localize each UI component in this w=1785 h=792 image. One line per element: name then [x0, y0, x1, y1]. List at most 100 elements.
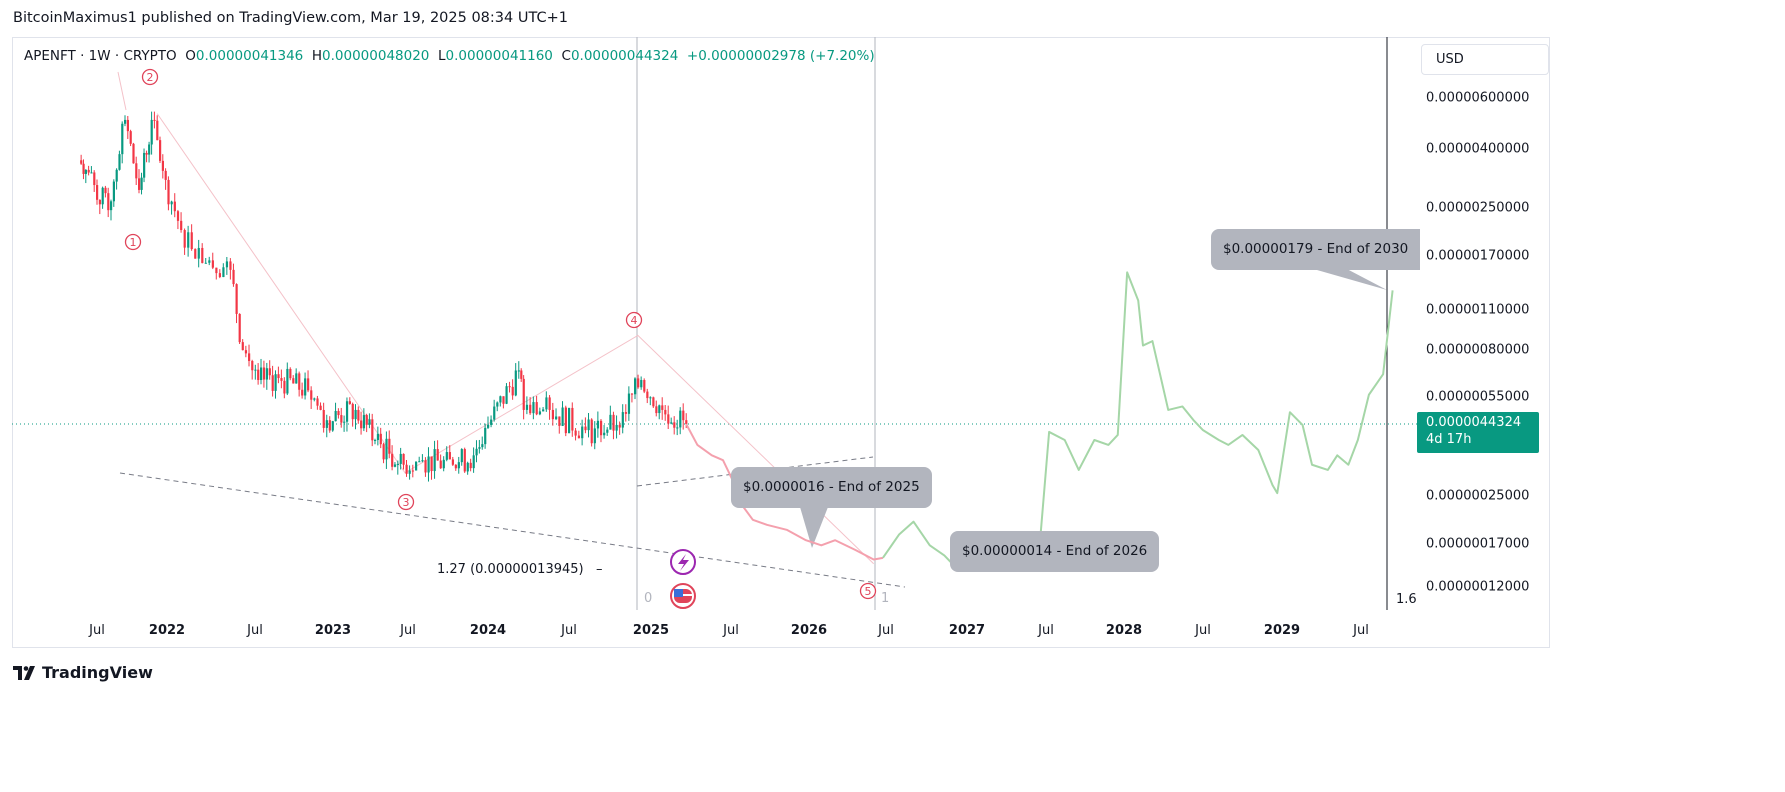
candle-body	[190, 232, 193, 250]
candle-body	[348, 401, 351, 404]
callout-2025[interactable]: $0.0000016 - End of 2025	[731, 467, 932, 508]
candle-body	[132, 143, 135, 164]
callout-2026[interactable]: $0.00000014 - End of 2026	[950, 531, 1160, 572]
change-value: +0.00000002978 (+7.20%)	[686, 48, 875, 64]
candle-body	[362, 415, 366, 429]
candle-body	[502, 396, 505, 404]
wave-label-circle	[124, 233, 142, 251]
candle-body	[351, 403, 354, 420]
candle-body	[268, 368, 271, 376]
candle-body	[538, 411, 542, 415]
candle-body	[481, 444, 484, 448]
price-axis-label: 0.00000017000	[1426, 536, 1530, 552]
candle-body	[661, 405, 664, 410]
time-axis-label: Jul	[561, 623, 577, 638]
candle-body	[564, 407, 567, 434]
candle-body	[334, 410, 337, 422]
price-axis-label: 0.00000170000	[1426, 248, 1530, 264]
candle-body	[176, 211, 180, 221]
candle-body	[466, 462, 469, 472]
symbol-label[interactable]: APENFT · 1W · CRYPTO	[24, 48, 177, 64]
candle-body	[454, 464, 457, 469]
candle-body	[558, 416, 561, 426]
candle-body	[424, 460, 427, 473]
candle-body	[235, 284, 238, 314]
candle-body	[289, 368, 292, 379]
candle-body	[238, 313, 241, 343]
candle-body	[232, 269, 235, 285]
currency-button[interactable]: USD	[1421, 44, 1549, 75]
candle-body	[325, 420, 328, 428]
candle-body	[161, 160, 164, 171]
callout-2030[interactable]: $0.00000179 - End of 2030	[1211, 229, 1421, 270]
candle-body	[596, 420, 600, 429]
candle-body	[104, 187, 107, 194]
chart-frame[interactable]	[12, 37, 1550, 648]
wave-label-2: 2	[147, 71, 154, 84]
logo-text: TradingView	[42, 663, 153, 682]
channel-lower-line	[119, 472, 906, 588]
candle-body	[211, 260, 214, 268]
candle-body	[187, 232, 190, 248]
callout-tail	[800, 507, 828, 548]
candle-body	[345, 401, 349, 422]
tradingview-logo[interactable]: TradingView	[13, 663, 153, 682]
candle-body	[393, 464, 397, 467]
price-axis-label: 0.00000600000	[1426, 90, 1530, 106]
candle-body	[295, 373, 298, 384]
callout-tail	[1310, 268, 1387, 290]
candle-body	[307, 378, 310, 391]
candle-body	[82, 163, 85, 174]
price-axis-label: 0.00000250000	[1426, 200, 1530, 216]
candle-body	[143, 152, 146, 178]
candle-body	[201, 247, 204, 263]
candle-body	[525, 404, 529, 410]
time-axis-label: 2025	[632, 623, 670, 638]
candle-body	[548, 397, 551, 410]
candle-body	[257, 369, 260, 381]
candle-body	[508, 386, 511, 388]
low-label: L	[438, 48, 446, 64]
candle-body	[271, 375, 274, 391]
candle-body	[405, 464, 408, 474]
candle-body	[304, 378, 307, 396]
candle-body	[499, 396, 502, 403]
candle-body	[685, 420, 688, 424]
candle-body	[126, 119, 129, 132]
candle-body	[254, 369, 257, 371]
candle-body	[173, 201, 176, 212]
candle-body	[630, 393, 634, 395]
tradingview-logo-icon	[13, 665, 35, 680]
candle-body	[415, 461, 418, 471]
candle-body	[649, 397, 652, 399]
candle-body	[448, 452, 451, 460]
candle-body	[115, 169, 118, 182]
candle-body	[316, 398, 319, 406]
candle-body	[368, 419, 371, 425]
candle-body	[396, 463, 399, 465]
candle-body	[322, 409, 325, 428]
candle-body	[274, 374, 277, 391]
time-axis-label: Jul	[1353, 623, 1369, 638]
candle-body	[360, 420, 363, 429]
candle-body	[374, 440, 377, 442]
candle-body	[646, 391, 649, 399]
wave-label-circle	[397, 493, 415, 511]
candle-body	[436, 449, 439, 461]
candle-body	[478, 447, 481, 449]
time-axis-label: 2026	[790, 623, 828, 638]
time-axis-label: Jul	[1038, 623, 1054, 638]
high-value: 0.00000048020	[322, 48, 430, 64]
candle-body	[593, 428, 596, 444]
candle-body	[121, 123, 124, 155]
price-axis-label: 0.00000110000	[1426, 302, 1530, 318]
candle-body	[292, 378, 295, 384]
candle-body	[138, 178, 141, 190]
candle-body	[658, 405, 661, 414]
last-price-tag: 0.0000044324 4d 17h	[1417, 412, 1539, 453]
candle-body	[609, 414, 612, 430]
close-value: 0.00000044324	[570, 48, 679, 64]
candle-body	[581, 426, 584, 439]
candle-body	[301, 389, 304, 396]
us-flag-canton	[674, 589, 683, 597]
